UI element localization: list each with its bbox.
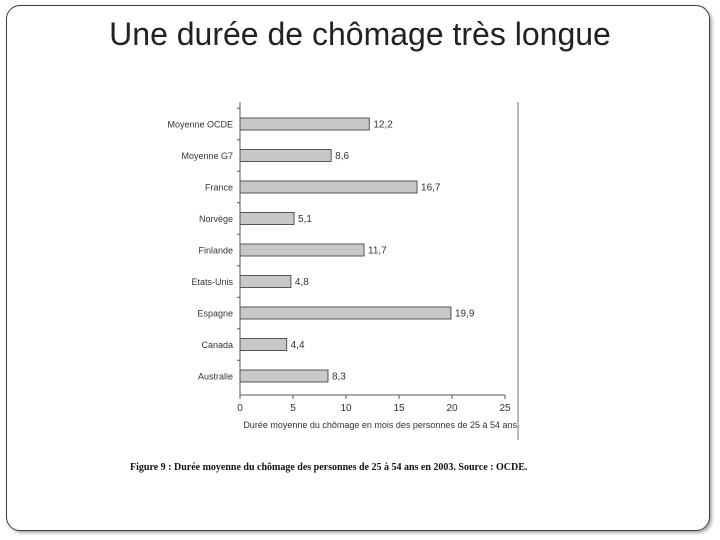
- bar: [239, 275, 292, 288]
- figure-caption: Figure 9 : Durée moyenne du chômage des …: [130, 462, 528, 473]
- category-label: Espagne: [197, 309, 233, 319]
- bar: [239, 306, 452, 320]
- value-label: 8,6: [335, 151, 349, 162]
- x-tick-label: 10: [340, 403, 352, 414]
- category-label: Moyenne OCDE: [167, 120, 233, 130]
- category-label: Norvège: [199, 214, 233, 224]
- slide-title: Une durée de chômage très longue: [109, 16, 611, 52]
- value-label: 19,9: [455, 309, 475, 320]
- value-label: 16,7: [421, 183, 441, 194]
- category-label: France: [205, 183, 233, 193]
- category-label: Canada: [201, 340, 233, 350]
- x-tick-label: 20: [446, 403, 458, 414]
- x-tick-label: 0: [237, 403, 243, 414]
- x-axis-title: Durée moyenne du chômage en mois des per…: [243, 420, 517, 430]
- x-tick-label: 5: [290, 403, 296, 414]
- bar: [239, 149, 332, 162]
- value-label: 12,2: [373, 120, 393, 131]
- bar: [239, 117, 370, 131]
- category-label: Etats-Unis: [191, 277, 233, 287]
- bar: [239, 369, 329, 383]
- value-label: 11,7: [368, 246, 387, 257]
- x-tick-label: 25: [499, 403, 511, 414]
- x-tick-label: 15: [393, 403, 405, 414]
- value-label: 8,3: [332, 372, 346, 383]
- slide-frame: [6, 5, 710, 531]
- bar: [239, 338, 288, 351]
- category-label: Australie: [198, 372, 233, 382]
- bar: [239, 180, 418, 194]
- bar: [239, 243, 365, 257]
- bar: [239, 212, 295, 225]
- value-label: 4,8: [295, 277, 309, 288]
- category-label: Moyenne G7: [181, 151, 233, 161]
- value-label: 4,4: [291, 340, 305, 351]
- category-label: Finlande: [198, 246, 233, 256]
- value-label: 5,1: [298, 214, 312, 225]
